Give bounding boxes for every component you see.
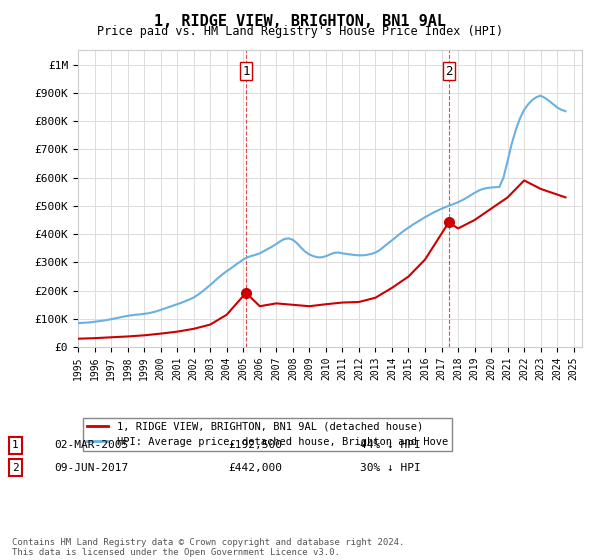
Text: £442,000: £442,000 [228,463,282,473]
Text: Contains HM Land Registry data © Crown copyright and database right 2024.
This d: Contains HM Land Registry data © Crown c… [12,538,404,557]
Text: 1: 1 [242,64,250,77]
Text: 1: 1 [12,440,19,450]
Text: 1, RIDGE VIEW, BRIGHTON, BN1 9AL: 1, RIDGE VIEW, BRIGHTON, BN1 9AL [154,14,446,29]
Text: 09-JUN-2017: 09-JUN-2017 [54,463,128,473]
Legend: 1, RIDGE VIEW, BRIGHTON, BN1 9AL (detached house), HPI: Average price, detached : 1, RIDGE VIEW, BRIGHTON, BN1 9AL (detach… [83,418,452,451]
Text: 02-MAR-2005: 02-MAR-2005 [54,440,128,450]
Text: 2: 2 [12,463,19,473]
Text: 30% ↓ HPI: 30% ↓ HPI [360,463,421,473]
Text: £192,500: £192,500 [228,440,282,450]
Text: Price paid vs. HM Land Registry's House Price Index (HPI): Price paid vs. HM Land Registry's House … [97,25,503,38]
Text: 44% ↓ HPI: 44% ↓ HPI [360,440,421,450]
Text: 2: 2 [445,64,452,77]
